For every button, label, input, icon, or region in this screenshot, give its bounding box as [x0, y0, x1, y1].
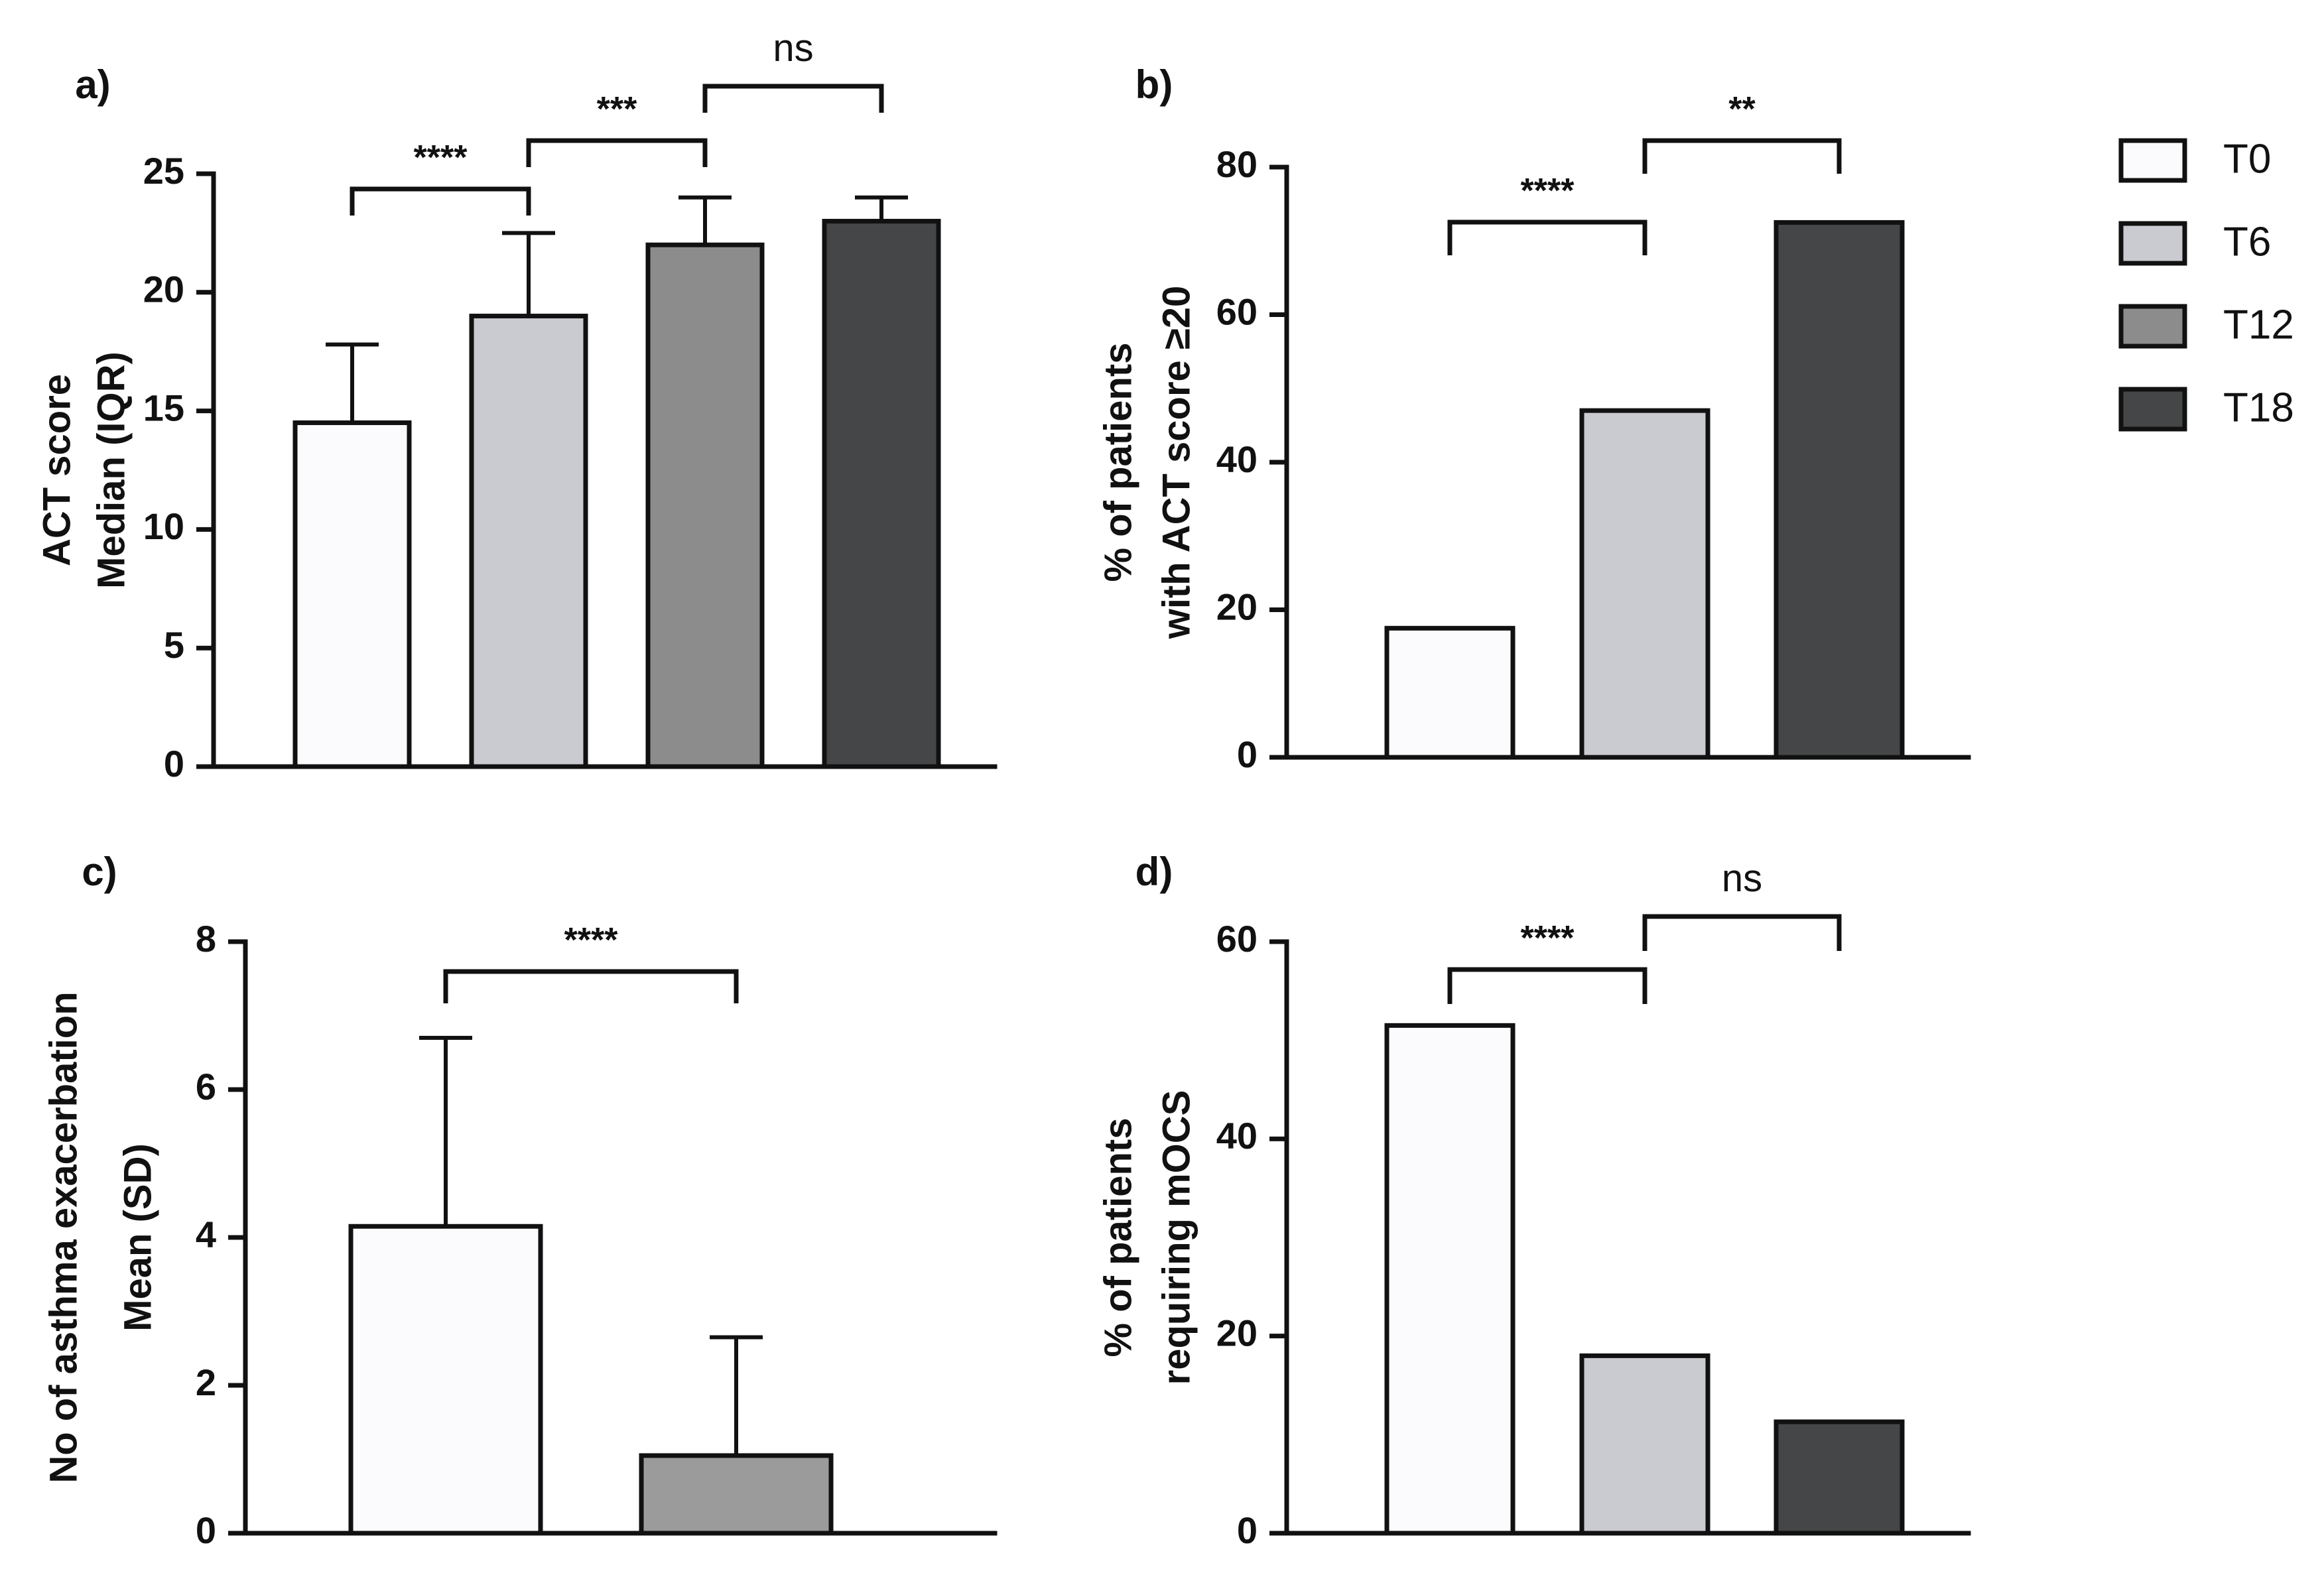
y-tick-label: 8	[196, 918, 216, 960]
y-tick-label: 10	[143, 505, 184, 547]
chart-panel-4: d) % of patients requiring mOCS 0 20 40 60 ****…	[1096, 849, 1971, 1551]
y-tick-label: 20	[143, 269, 184, 310]
significance-bracket	[1447, 220, 1647, 255]
y-tick-label: 20	[1216, 1312, 1258, 1353]
bar-t0	[1384, 625, 1516, 760]
y-axis-label: Mean (SD)	[116, 1143, 159, 1332]
y-axis-label: % of patients	[1096, 1118, 1139, 1357]
legend-label: T18	[2223, 385, 2294, 430]
bar-t6	[1579, 1353, 1711, 1536]
y-tick-label: 0	[196, 1509, 216, 1551]
significance-label: ns	[1722, 857, 1762, 900]
y-tick-label: 2	[196, 1361, 216, 1403]
legend-label: T6	[2223, 219, 2271, 265]
legend-label: T0	[2223, 136, 2271, 182]
y-tick-label: 0	[1237, 733, 1258, 775]
legend-swatch-t0	[2118, 138, 2187, 183]
bar-t6	[469, 314, 588, 769]
significance-bracket	[1447, 967, 1647, 1004]
legend-swatch-t6	[2118, 221, 2187, 266]
chart-panel-3: c) No of asthma exacerbation Mean (SD) 0 2 4 6…	[42, 849, 998, 1551]
y-tick-label: 0	[164, 743, 184, 785]
y-tick-label: 6	[196, 1066, 216, 1107]
significance-label: **	[1728, 90, 1756, 129]
chart-panel-2: b) % of patients with ACT score ≥20 0 20 40 60…	[1096, 62, 1971, 775]
significance-label: ****	[564, 921, 619, 960]
y-tick-label: 4	[196, 1214, 216, 1255]
legend-swatch-t12	[2118, 304, 2187, 349]
y-axis-label: with ACT score ≥20	[1155, 286, 1198, 639]
significance-bracket	[702, 84, 884, 113]
y-axis-label: Median (IQR)	[90, 351, 133, 589]
bar-t0	[292, 420, 412, 769]
bar-t12	[639, 1453, 834, 1536]
bar-t18	[1774, 1419, 1905, 1536]
panel-label: a)	[75, 62, 110, 107]
significance-bracket	[1642, 138, 1842, 174]
bar-t12	[645, 242, 765, 769]
significance-bracket	[526, 138, 708, 167]
y-tick-label: 20	[1216, 586, 1258, 627]
legend-label: T12	[2223, 302, 2294, 347]
y-tick-label: 40	[1216, 438, 1258, 480]
significance-label: ****	[1521, 919, 1575, 958]
legend: T0 T6 T12 T18	[2118, 136, 2294, 432]
y-tick-label: 25	[143, 150, 184, 192]
significance-label: ns	[773, 27, 813, 70]
bar-t6	[1579, 408, 1711, 760]
y-tick-label: 40	[1216, 1115, 1258, 1157]
y-tick-label: 0	[1237, 1509, 1258, 1551]
panel-label: c)	[82, 849, 117, 894]
significance-label: ***	[597, 90, 637, 129]
significance-bracket	[443, 969, 739, 1003]
significance-bracket	[1642, 914, 1842, 951]
bar-t0	[1384, 1023, 1516, 1536]
significance-bracket	[350, 186, 531, 216]
y-axis-label: ACT score	[35, 374, 78, 566]
y-tick-label: 60	[1216, 290, 1258, 332]
y-tick-label: 80	[1216, 143, 1258, 185]
y-tick-label: 60	[1216, 918, 1258, 960]
y-tick-label: 15	[143, 387, 184, 428]
significance-label: ****	[1521, 172, 1575, 210]
y-axis-label: requiring mOCS	[1155, 1090, 1198, 1385]
bar-t0	[348, 1224, 543, 1536]
bar-t18	[1774, 220, 1905, 760]
panel-label: b)	[1135, 62, 1173, 107]
bar-t18	[822, 219, 941, 769]
significance-label: ****	[414, 139, 468, 177]
y-tick-label: 5	[164, 624, 184, 666]
legend-swatch-t18	[2118, 387, 2187, 432]
y-axis-label: No of asthma exacerbation	[42, 991, 85, 1483]
y-axis-label: % of patients	[1096, 343, 1139, 582]
panel-label: d)	[1135, 849, 1173, 894]
